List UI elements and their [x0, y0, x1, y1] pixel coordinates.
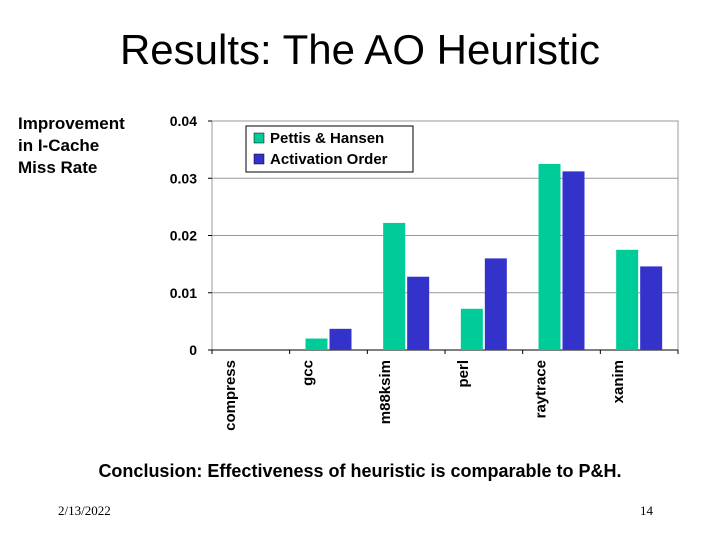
y-tick-label: 0.03 — [170, 170, 197, 186]
legend-label: Pettis & Hansen — [270, 130, 384, 147]
bar-m88ksim-1 — [407, 276, 430, 350]
conclusion-text: Conclusion: Effectiveness of heuristic i… — [98, 461, 622, 481]
category-label: raytrace — [533, 360, 550, 418]
category-label: compress — [222, 360, 239, 431]
bar-perl-0 — [460, 308, 483, 350]
category-label: xanim — [610, 360, 627, 403]
y-tick-label: 0 — [189, 342, 197, 358]
y-axis-label-line-3: Miss Rate — [18, 158, 98, 177]
y-axis-label: Improvement in I-Cache Miss Rate — [18, 113, 158, 179]
legend-label: Activation Order — [270, 151, 388, 168]
legend-swatch — [253, 153, 265, 165]
y-tick-label: 0.01 — [170, 285, 197, 301]
category-label: perl — [455, 360, 472, 388]
y-tick-label: 0.04 — [170, 113, 197, 129]
page-number: 14 — [640, 503, 653, 518]
bar-gcc-1 — [329, 328, 352, 350]
bar-raytrace-1 — [562, 171, 585, 350]
legend-swatch — [253, 132, 265, 144]
category-label: gcc — [300, 360, 317, 386]
category-label: m88ksim — [377, 360, 394, 424]
bar-m88ksim-0 — [383, 222, 406, 350]
bar-raytrace-0 — [538, 163, 561, 350]
y-tick-label: 0.02 — [170, 228, 197, 244]
legend-box — [245, 125, 414, 173]
slide-date: 2/13/2022 — [58, 503, 111, 518]
bar-xanim-0 — [616, 249, 639, 350]
slide-title: Results: The AO Heuristic — [119, 26, 601, 73]
bar-xanim-1 — [640, 266, 663, 350]
bar-gcc-0 — [305, 338, 328, 350]
y-axis-label-line-1: Improvement — [18, 114, 125, 133]
y-axis-label-line-2: in I-Cache — [18, 136, 100, 155]
bar-perl-1 — [484, 258, 507, 350]
